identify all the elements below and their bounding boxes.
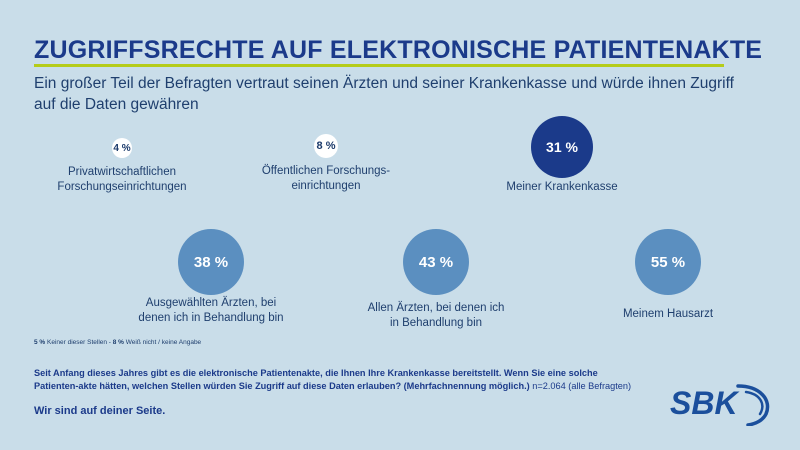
claim: Wir sind auf deiner Seite.: [34, 405, 166, 417]
bubble-4: 38 %: [178, 229, 244, 295]
bubble-label-2: Öffentlichen Forschungs-einrichtungen: [261, 165, 391, 192]
footnote-none-text: Keiner dieser Stellen -: [45, 339, 113, 346]
bubble-5: 43 %: [403, 229, 469, 295]
sbk-logo: SBK: [670, 384, 770, 426]
bubble-3: 31 %: [531, 116, 593, 178]
title-underline: [34, 64, 724, 67]
footnote-unknown-value: 8 %: [112, 339, 124, 346]
footnote-none-value: 5 %: [34, 339, 46, 346]
bubble-1: 4 %: [112, 138, 132, 158]
sample-size: n=2.064 (alle Befragten): [529, 380, 632, 391]
footnote-unknown-text: Weiß nicht / keine Angabe: [123, 339, 202, 346]
bubble-6: 55 %: [635, 229, 701, 295]
bubble-2: 8 %: [314, 134, 338, 158]
bubble-label-6: Meinem Hausarzt: [622, 308, 714, 320]
question-text: Seit Anfang dieses Jahres gibt es die el…: [34, 368, 598, 391]
page-title: ZUGRIFFSRECHTE AUF ELEKTRONISCHE PATIENT…: [34, 36, 763, 64]
subtitle: Ein großer Teil der Befragten vertraut s…: [34, 75, 734, 113]
sbk-logo-text: SBK: [670, 385, 740, 421]
bubble-label-4: Ausgewählten Ärzten, bei denen ich in Beh…: [138, 297, 284, 324]
bubble-label-5: Allen Ärzten, bei denen ich in Behandlung…: [367, 302, 505, 329]
bubble-label-1: Privatwirtschaftlichen Forschungseinricht…: [57, 166, 187, 193]
bubble-label-3: Meiner Krankenkasse: [506, 181, 618, 193]
survey-question: Seit Anfang dieses Jahres gibt es die el…: [34, 367, 644, 392]
footnote: 5 % Keiner dieser Stellen - 8 % Weiß nic…: [34, 339, 201, 346]
